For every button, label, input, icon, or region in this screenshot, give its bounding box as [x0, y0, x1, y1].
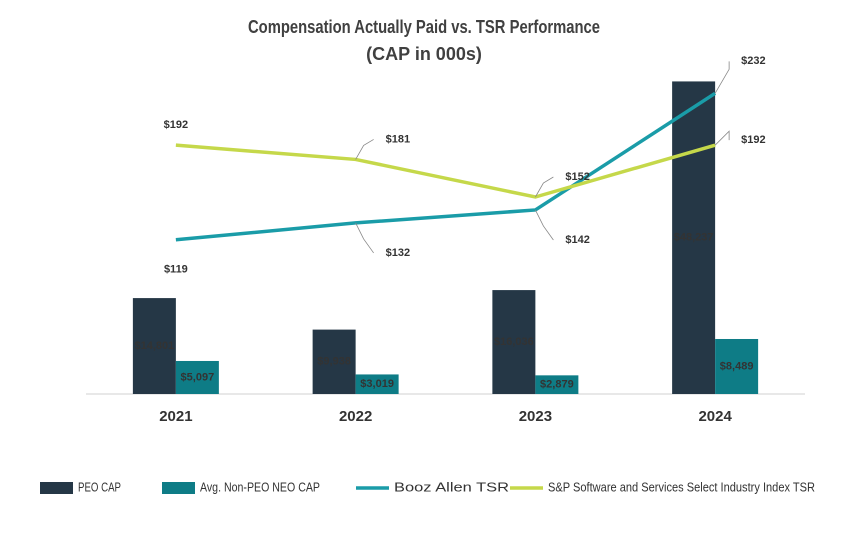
chart-subtitle: (CAP in 000s) — [366, 44, 482, 64]
leader-line — [535, 176, 554, 198]
x-tick-label: 2022 — [339, 408, 372, 425]
legend-swatch — [40, 482, 73, 494]
bar — [535, 375, 579, 394]
line-value-label: $181 — [386, 133, 410, 145]
line-value-label: $192 — [164, 119, 188, 131]
bar-value-label: $9,938 — [317, 356, 351, 368]
line — [175, 91, 717, 242]
bar-value-label: $8,489 — [720, 360, 754, 372]
bar — [715, 338, 759, 394]
line-value-label: $192 — [741, 134, 765, 146]
bar — [132, 298, 176, 394]
bar-value-label: $5,097 — [181, 371, 215, 383]
line-value-label: $232 — [741, 55, 765, 67]
legend-label: Avg. Non-PEO NEO CAP — [200, 479, 320, 494]
chart-title: Compensation Actually Paid vs. TSR Perfo… — [248, 17, 600, 37]
x-tick-label: 2023 — [519, 408, 552, 425]
bar-value-label: $48,237 — [674, 232, 714, 244]
leader-line — [355, 222, 374, 254]
legend-label: S&P Software and Services Select Industr… — [548, 479, 815, 494]
bar-value-label: $14,801 — [134, 340, 174, 352]
x-tick-label: 2024 — [698, 408, 732, 425]
line-value-label: $142 — [565, 234, 589, 246]
leader-line — [355, 139, 374, 160]
bar-value-label: $2,879 — [540, 379, 574, 391]
bar-value-label: $3,019 — [360, 378, 394, 390]
bar — [492, 290, 536, 394]
bar — [312, 329, 356, 394]
leader-line — [714, 130, 730, 146]
legend-label: PEO CAP — [78, 479, 121, 494]
bar-value-label: $16,036 — [494, 336, 534, 348]
bar — [355, 374, 399, 394]
legend-swatch — [162, 482, 195, 494]
bar — [672, 81, 716, 394]
legend-label: Booz Allen TSR — [394, 479, 509, 494]
leader-line — [714, 61, 730, 94]
leader-line — [535, 209, 554, 241]
bar — [175, 360, 219, 394]
x-tick-label: 2021 — [159, 408, 192, 425]
line — [175, 143, 716, 199]
line-value-label: $132 — [386, 247, 410, 259]
line-value-label: $119 — [164, 264, 188, 276]
line-value-label: $152 — [565, 171, 589, 183]
